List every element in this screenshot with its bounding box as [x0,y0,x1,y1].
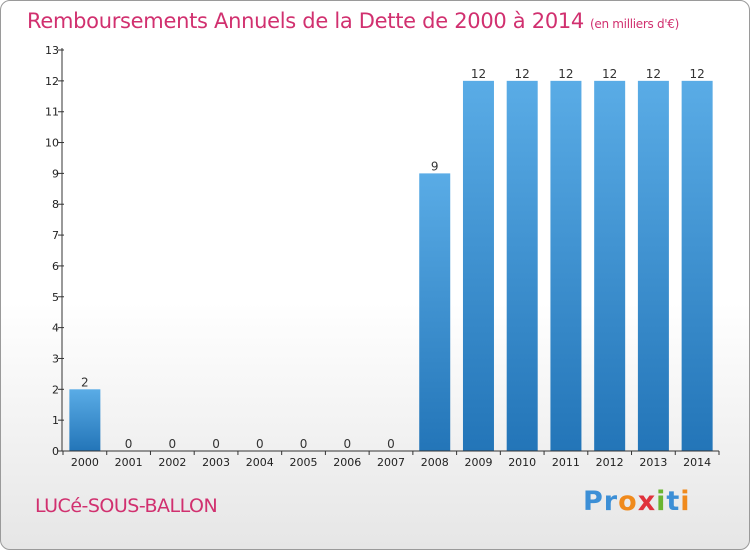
y-tick-label-10: 10 [45,137,59,150]
x-tick-label-2007: 2007 [377,456,405,469]
y-tick-label-9: 9 [52,167,59,180]
data-label-2013: 12 [646,67,661,81]
x-tick-label-2002: 2002 [158,456,186,469]
y-tick-label-1: 1 [52,414,59,427]
x-tick-label-2013: 2013 [639,456,667,469]
y-tick-label-4: 4 [52,322,59,335]
logo-letter: i [656,486,667,517]
bar-2008 [419,173,451,451]
x-tick-label-2000: 2000 [71,456,99,469]
x-tick-label-2010: 2010 [508,456,536,469]
data-label-2006: 0 [343,437,351,451]
x-tick-label-2005: 2005 [290,456,318,469]
data-label-2000: 2 [81,375,89,389]
bar-2000 [69,389,101,451]
data-label-2001: 0 [125,437,133,451]
y-tick-label-11: 11 [45,106,59,119]
y-tick-label-12: 12 [45,75,59,88]
proxiti-logo: Proxiti [583,486,691,517]
logo-letter: P [583,486,604,517]
logo-letter: o [618,486,638,517]
bar-2012 [594,80,626,451]
x-tick-label-2009: 2009 [464,456,492,469]
data-label-2008: 9 [431,159,439,173]
y-tick-label-2: 2 [52,383,59,396]
x-tick-label-2008: 2008 [421,456,449,469]
x-tick-label-2011: 2011 [552,456,580,469]
y-tick-label-13: 13 [45,44,59,57]
data-label-2012: 12 [602,67,617,81]
y-tick-label-0: 0 [52,445,59,458]
x-tick-label-2003: 2003 [202,456,230,469]
data-label-2003: 0 [212,437,220,451]
commune-name: LUCé-SOUS-BALLON [35,495,218,517]
bar-2009 [462,80,494,451]
y-tick-label-8: 8 [52,198,59,211]
bar-2010 [506,80,538,451]
title-unit: (en milliers d'€) [590,17,680,31]
logo-letter: i [680,486,691,517]
y-tick-label-6: 6 [52,260,59,273]
data-label-2007: 0 [387,437,395,451]
y-tick-label-5: 5 [52,291,59,304]
logo-letter: t [666,486,681,517]
title-text: Remboursements Annuels de la Dette de 20… [27,9,584,33]
x-tick-label-2004: 2004 [246,456,274,469]
data-label-2004: 0 [256,437,264,451]
bar-2013 [637,80,669,451]
data-label-2014: 12 [689,67,704,81]
x-tick-label-2014: 2014 [683,456,711,469]
logo-letter: r [603,486,619,517]
data-label-2005: 0 [300,437,308,451]
bar-2011 [550,80,582,451]
x-tick-label-2012: 2012 [596,456,624,469]
data-label-2002: 0 [169,437,177,451]
logo-letter: x [637,486,657,517]
y-tick-label-3: 3 [52,352,59,365]
x-tick-label-2001: 2001 [115,456,143,469]
chart-title: Remboursements Annuels de la Dette de 20… [27,9,679,33]
y-tick-label-7: 7 [52,229,59,242]
data-label-2009: 12 [471,67,486,81]
x-tick-label-2006: 2006 [333,456,361,469]
data-label-2010: 12 [515,67,530,81]
bar-2014 [681,80,713,451]
data-label-2011: 12 [558,67,573,81]
